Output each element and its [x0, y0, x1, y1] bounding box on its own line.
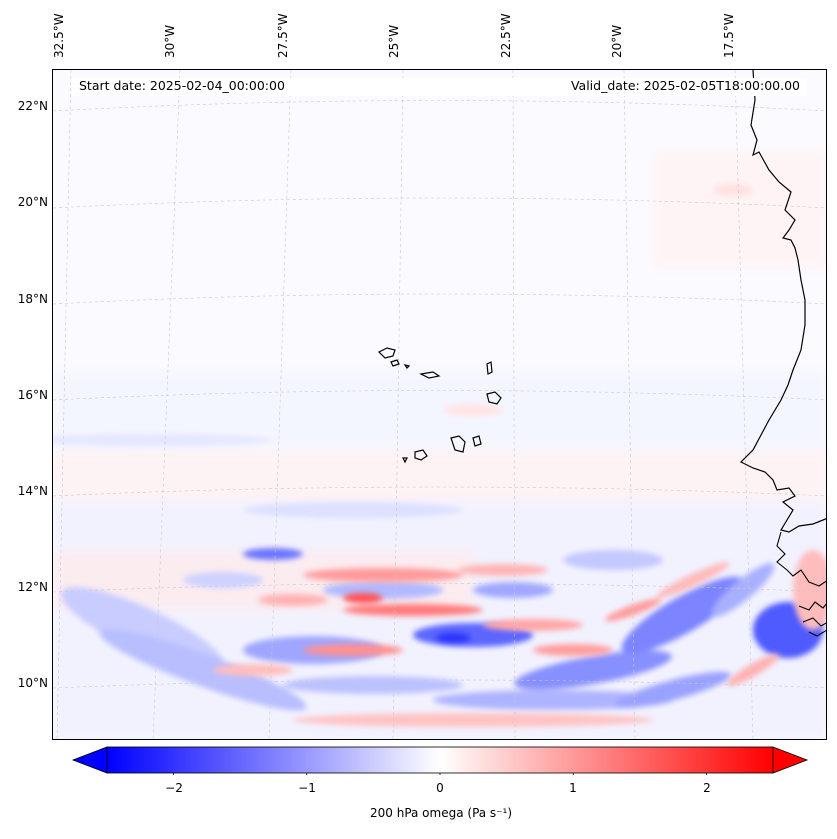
colorbar: [71, 746, 809, 775]
colorbar-tick-label: 1: [569, 781, 577, 795]
lon-label-17-5w: 17.5°W: [722, 13, 736, 58]
senegal-coast: [776, 531, 826, 587]
colorbar-tick-label: −2: [165, 781, 183, 795]
lat-label-12n: 12°N: [17, 580, 48, 594]
lat-label-10n: 10°N: [17, 676, 48, 690]
lat-label-20n: 20°N: [17, 195, 48, 209]
africa-coastline: [739, 70, 826, 533]
lat-label-16n: 16°N: [17, 388, 48, 402]
lon-label-27-5w: 27.5°W: [276, 13, 290, 58]
lat-label-22n: 22°N: [17, 99, 48, 113]
lat-label-18n: 18°N: [17, 292, 48, 306]
lon-label-20w: 20°W: [610, 24, 624, 58]
map-panel: [52, 69, 827, 740]
positive-omega-areas: [213, 184, 826, 727]
lon-label-25w: 25°W: [387, 24, 401, 58]
header-strip: [72, 78, 807, 96]
colorbar-extend-left: [71, 746, 108, 774]
colorbar-tick-label: 2: [703, 781, 711, 795]
colorbar-label: 200 hPa omega (Pa s⁻¹): [369, 806, 513, 820]
colorbar-tick-label: 0: [436, 781, 444, 795]
guinea-bissau-coast: [798, 601, 826, 637]
omega-field-map: [53, 70, 826, 739]
colorbar-tick-label: −1: [298, 781, 316, 795]
lat-label-14n: 14°N: [17, 484, 48, 498]
lon-label-30w: 30°W: [163, 24, 177, 58]
colorbar-body: [106, 746, 774, 774]
negative-omega-areas: [53, 434, 823, 711]
start-date-label: Start date: 2025-02-04_00:00:00: [79, 78, 285, 93]
valid-date-label: Valid_date: 2025-02-05T18:00:00.00: [570, 78, 800, 93]
graticule: [53, 70, 826, 739]
cape-verde-islands: [377, 347, 502, 464]
lon-label-32-5w: 32.5°W: [52, 13, 66, 58]
lon-label-22-5w: 22.5°W: [499, 13, 513, 58]
colorbar-extend-right: [772, 746, 809, 774]
